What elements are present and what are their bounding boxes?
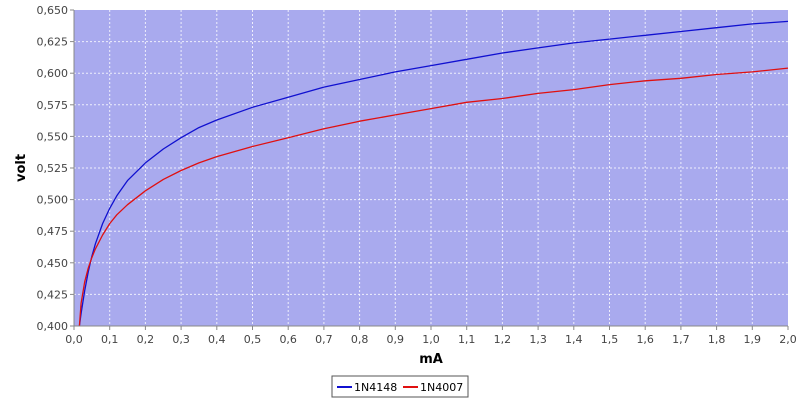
x-tick-label: 0,4	[208, 333, 226, 346]
y-tick-label: 0,550	[37, 130, 69, 143]
x-tick-label: 1,9	[744, 333, 762, 346]
y-tick-label: 0,600	[37, 67, 69, 80]
x-tick-label: 0,5	[244, 333, 262, 346]
x-tick-label: 0,7	[315, 333, 333, 346]
y-tick-label: 0,400	[37, 320, 69, 333]
y-tick-label: 0,625	[37, 36, 69, 49]
x-tick-label: 1,7	[672, 333, 690, 346]
legend: 1N4148 1N4007	[331, 375, 469, 398]
legend-label-1n4148: 1N4148	[354, 381, 397, 394]
x-tick-label: 1,2	[494, 333, 512, 346]
y-tick-label: 0,425	[37, 288, 69, 301]
x-tick-label: 0,1	[101, 333, 119, 346]
x-axis-title: mA	[419, 352, 443, 367]
y-tick-label: 0,450	[37, 257, 69, 270]
y-axis-title: volt	[14, 154, 29, 182]
x-tick-label: 0,6	[279, 333, 297, 346]
x-tick-label: 1,3	[529, 333, 547, 346]
x-tick-label: 0,0	[65, 333, 83, 346]
y-tick-labels: 0,400 0,425 0,450 0,475 0,500 0,525 0,550 0,575…	[37, 4, 74, 333]
y-tick-label: 0,475	[37, 225, 69, 238]
y-tick-label: 0,575	[37, 99, 69, 112]
x-tick-label: 0,2	[137, 333, 155, 346]
x-tick-label: 1,8	[708, 333, 726, 346]
x-tick-label: 0,9	[387, 333, 405, 346]
y-tick-label: 0,650	[37, 4, 69, 17]
x-tick-label: 0,8	[351, 333, 369, 346]
series-line-1n4007	[78, 67, 789, 327]
grid	[74, 10, 788, 326]
x-tick-label: 1,4	[565, 333, 583, 346]
x-tick-label: 2,0	[779, 333, 797, 346]
x-tick-label: 1,1	[458, 333, 476, 346]
series-lines	[78, 20, 789, 327]
x-tick-labels: 0,0 0,1 0,2 0,3 0,4 0,5 0,6 0,7 0,8 0,9 1,0 1,1 1,2 1…	[65, 326, 797, 346]
y-tick-label: 0,500	[37, 194, 69, 207]
x-tick-label: 1,6	[636, 333, 654, 346]
legend-box	[331, 375, 469, 398]
x-tick-label: 1,0	[422, 333, 440, 346]
y-tick-label: 0,525	[37, 162, 69, 175]
series-line-1n4148	[78, 20, 789, 327]
legend-label-1n4007: 1N4007	[420, 381, 463, 394]
x-tick-label: 0,3	[172, 333, 190, 346]
x-tick-label: 1,5	[601, 333, 619, 346]
